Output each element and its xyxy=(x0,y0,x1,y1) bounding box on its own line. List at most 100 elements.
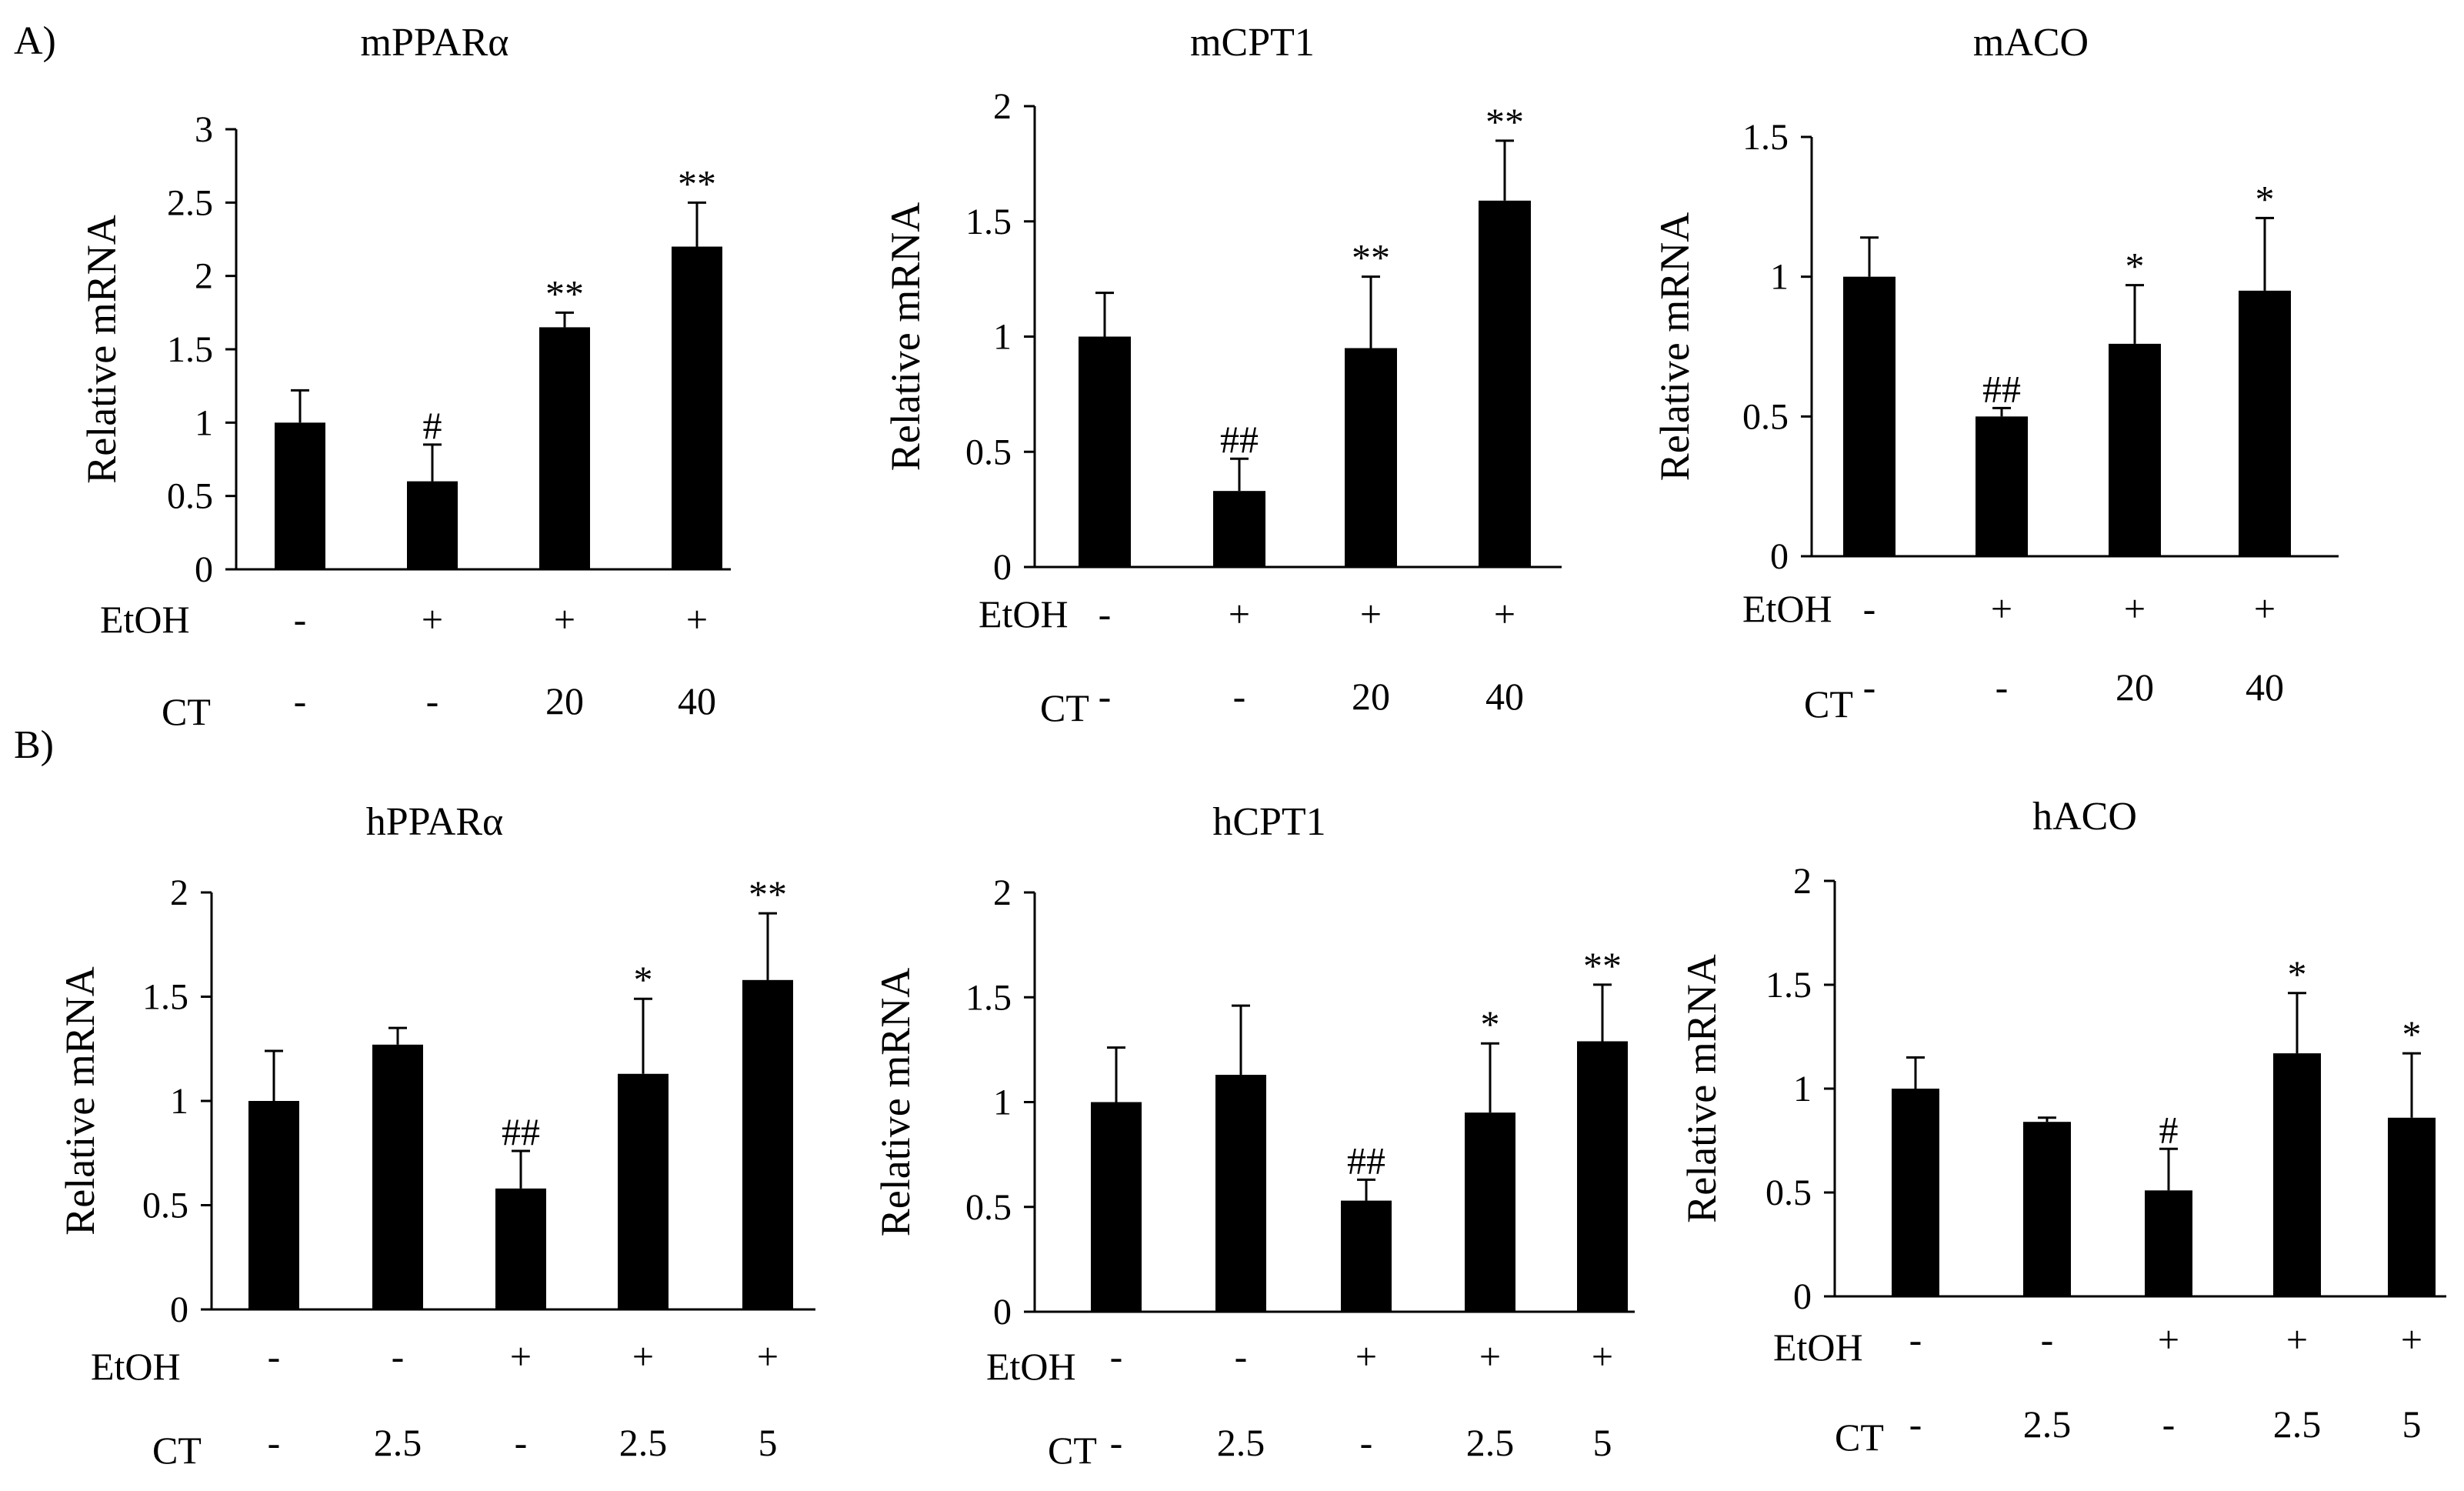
etoh-condition: + xyxy=(2158,1318,2179,1361)
ct-condition: - xyxy=(1110,1421,1123,1464)
bar xyxy=(495,1188,546,1309)
etoh-condition: + xyxy=(1991,587,2012,630)
y-tick-label: 1 xyxy=(195,402,213,443)
y-tick-label: 3 xyxy=(195,109,213,150)
significance-mark: ## xyxy=(1220,418,1259,461)
y-tick-label: 0 xyxy=(1770,536,1789,577)
significance-mark: ** xyxy=(1485,100,1524,143)
significance-mark: ## xyxy=(1347,1139,1385,1182)
etoh-condition: - xyxy=(1110,1335,1123,1378)
significance-mark: ** xyxy=(1352,236,1390,279)
significance-mark: ## xyxy=(502,1110,540,1153)
ct-condition: - xyxy=(1863,665,1876,709)
y-axis-label: Relative mRNA xyxy=(1679,954,1725,1222)
ct-condition: 40 xyxy=(1485,675,1524,718)
ct-condition: 20 xyxy=(545,679,584,722)
y-tick-label: 0.5 xyxy=(142,1186,188,1226)
etoh-condition: + xyxy=(2286,1318,2308,1361)
ct-condition: 2.5 xyxy=(1217,1421,1265,1464)
etoh-condition: + xyxy=(757,1335,779,1378)
etoh-condition: - xyxy=(1909,1318,1922,1361)
bar xyxy=(1091,1102,1142,1312)
row-label-ct: CT xyxy=(1040,686,1089,729)
row-label-ct: CT xyxy=(1048,1429,1097,1472)
row-label-etoh: EtOH xyxy=(979,592,1069,635)
row-label-etoh: EtOH xyxy=(91,1345,181,1388)
chart-title: mCPT1 xyxy=(1190,21,1315,65)
etoh-condition: + xyxy=(1494,592,1515,635)
ct-condition: - xyxy=(1233,675,1246,718)
y-tick-label: 1.5 xyxy=(167,329,213,370)
y-tick-label: 1.5 xyxy=(965,202,1012,242)
panel-label-a: A) xyxy=(14,19,56,63)
significance-mark: * xyxy=(1481,1002,1500,1046)
row-label-etoh: EtOH xyxy=(986,1345,1076,1388)
y-tick-label: 1.5 xyxy=(1765,965,1812,1006)
bar xyxy=(742,979,793,1309)
etoh-condition: - xyxy=(2041,1318,2054,1361)
etoh-condition: + xyxy=(1479,1335,1501,1378)
significance-mark: * xyxy=(2126,245,2145,288)
y-tick-label: 1 xyxy=(1793,1069,1812,1109)
ct-condition: 5 xyxy=(759,1421,778,1464)
row-label-ct: CT xyxy=(1804,682,1853,725)
row-label-ct: CT xyxy=(162,690,211,733)
significance-mark: ** xyxy=(678,162,716,205)
etoh-condition: - xyxy=(392,1335,405,1378)
etoh-condition: + xyxy=(1592,1335,1613,1378)
chart-title: mPPARα xyxy=(361,21,509,65)
etoh-condition: + xyxy=(686,598,708,641)
etoh-condition: + xyxy=(2254,587,2276,630)
significance-mark: * xyxy=(634,958,653,1001)
bar xyxy=(1345,348,1397,567)
bar xyxy=(248,1101,299,1309)
y-tick-label: 0.5 xyxy=(1742,396,1789,437)
ct-condition: 2.5 xyxy=(2273,1403,2322,1446)
ct-condition: - xyxy=(1360,1421,1373,1464)
significance-mark: # xyxy=(423,404,442,447)
bar xyxy=(618,1073,669,1309)
y-tick-label: 2 xyxy=(993,86,1012,127)
ct-condition: 40 xyxy=(678,679,716,722)
bar xyxy=(1079,336,1131,567)
etoh-condition: + xyxy=(1229,592,1250,635)
bar xyxy=(372,1044,423,1309)
bar xyxy=(407,481,458,569)
ct-condition: - xyxy=(268,1421,281,1464)
ct-condition: - xyxy=(2162,1403,2176,1446)
ct-condition: 5 xyxy=(1593,1421,1612,1464)
y-tick-label: 1.5 xyxy=(142,977,188,1018)
bar xyxy=(2239,290,2291,556)
row-label-etoh: EtOH xyxy=(1742,587,1832,630)
y-tick-label: 2 xyxy=(993,872,1012,913)
bar xyxy=(1843,276,1896,556)
etoh-condition: + xyxy=(554,598,575,641)
panel-label-b: B) xyxy=(14,723,54,767)
ct-condition: 2.5 xyxy=(2023,1403,2072,1446)
etoh-condition: + xyxy=(2401,1318,2422,1361)
y-tick-label: 2 xyxy=(195,256,213,297)
y-tick-label: 1 xyxy=(993,1082,1012,1123)
significance-mark: ** xyxy=(749,872,787,916)
bar xyxy=(1479,200,1531,567)
significance-mark: ## xyxy=(1982,367,2021,410)
significance-mark: * xyxy=(2288,952,2307,996)
etoh-condition: + xyxy=(510,1335,532,1378)
ct-condition: 2.5 xyxy=(374,1421,422,1464)
y-tick-label: 1 xyxy=(993,317,1012,358)
ct-condition: - xyxy=(515,1421,528,1464)
y-tick-label: 0 xyxy=(195,549,213,590)
bar xyxy=(1341,1200,1392,1312)
y-tick-label: 0 xyxy=(993,547,1012,588)
y-axis-label: Relative mRNA xyxy=(1652,212,1698,481)
row-label-etoh: EtOH xyxy=(100,598,190,641)
bar xyxy=(1213,491,1265,567)
ct-condition: 5 xyxy=(2402,1403,2422,1446)
ct-condition: - xyxy=(1099,675,1112,718)
ct-condition: - xyxy=(1996,665,2009,709)
significance-mark: ** xyxy=(1583,944,1622,987)
row-label-etoh: EtOH xyxy=(1773,1326,1863,1369)
